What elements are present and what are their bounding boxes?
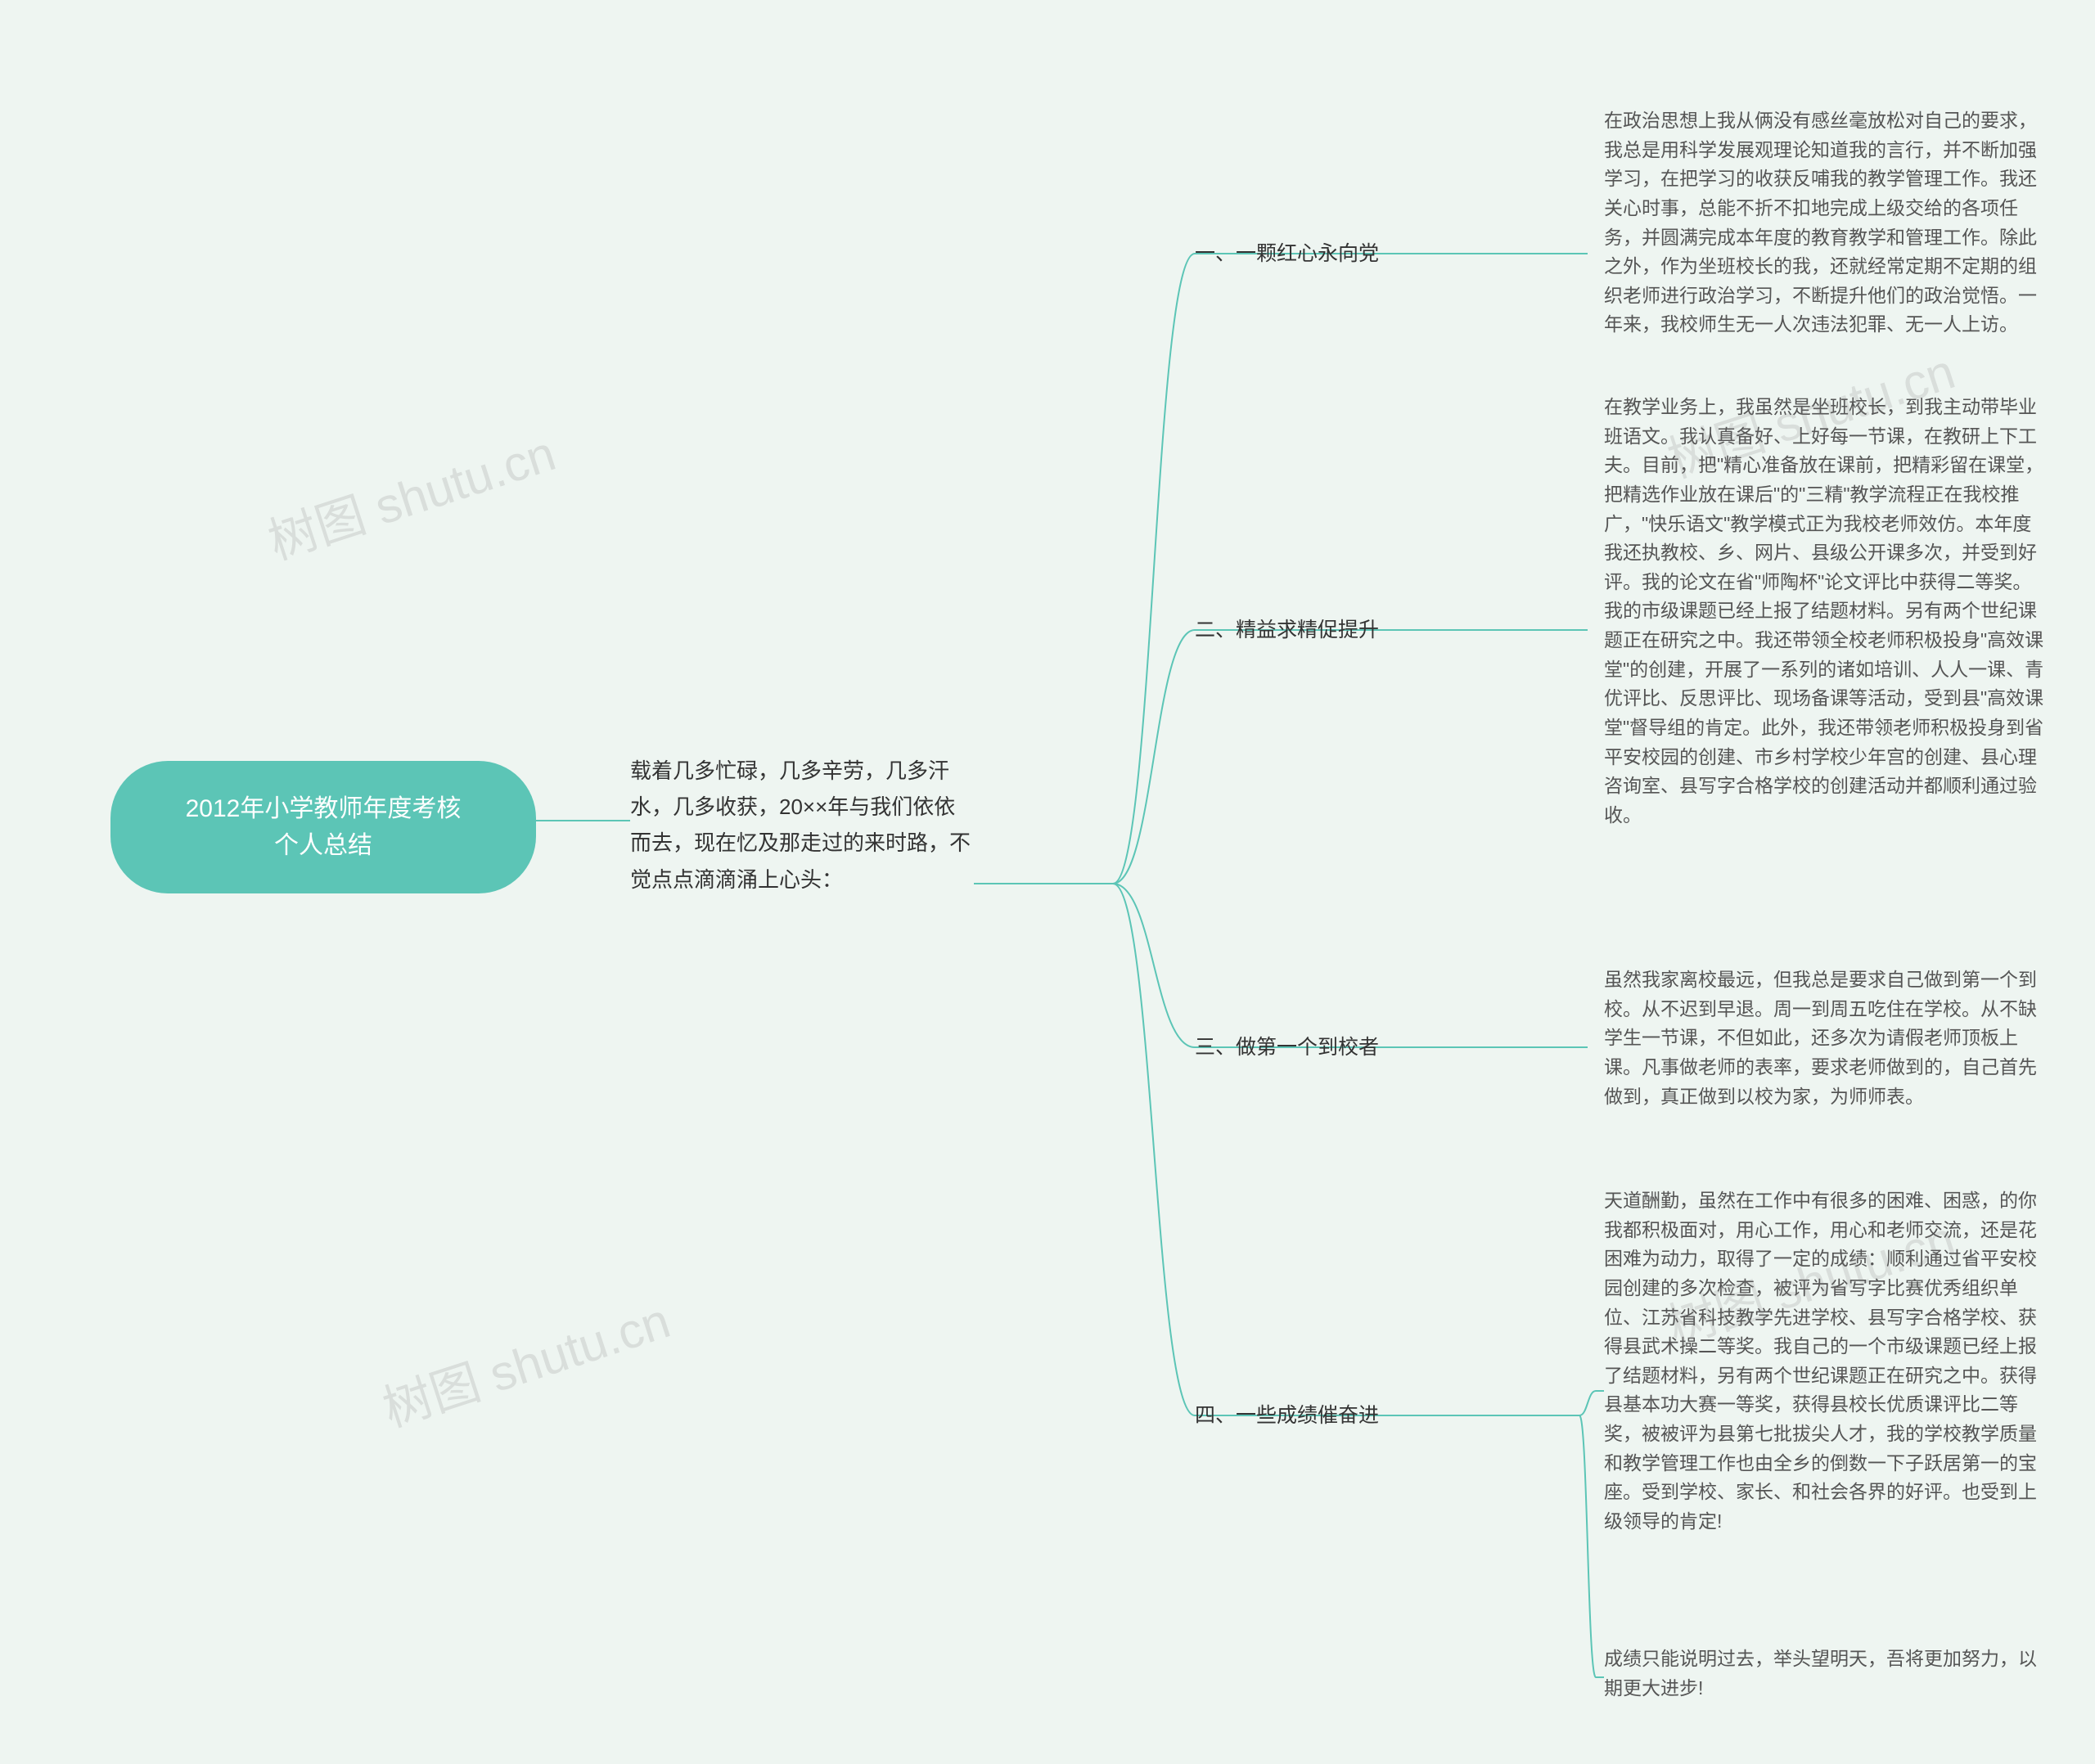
intro-node: 载着几多忙碌，几多辛劳，几多汗水，几多收获，20××年与我们依依而去，现在忆及那… xyxy=(630,753,974,898)
branch-2-title: 二、精益求精促提升 xyxy=(1195,614,1379,647)
branch-4-leaf-0: 天道酬勤，虽然在工作中有很多的困难、困惑，的你我都积极面对，用心工作，用心和老师… xyxy=(1604,1186,2046,1537)
watermark: 树图 shutu.cn xyxy=(258,414,563,574)
branch-3-leaf-0: 虽然我家离校最远，但我总是要求自己做到第一个到校。从不迟到早退。周一到周五吃住在… xyxy=(1604,965,2046,1111)
intro-text: 载着几多忙碌，几多辛劳，几多汗水，几多收获，20××年与我们依依而去，现在忆及那… xyxy=(630,758,971,892)
branch-3-title: 三、做第一个到校者 xyxy=(1195,1031,1379,1064)
root-line2: 个人总结 xyxy=(156,827,490,864)
branch-4-title: 四、一些成绩催奋进 xyxy=(1195,1399,1379,1433)
branch-1-leaf-0: 在政治思想上我从俩没有感丝毫放松对自己的要求，我总是用科学发展观理论知道我的言行… xyxy=(1604,106,2046,340)
branch-4-leaf-1: 成绩只能说明过去，举头望明天，吾将更加努力，以期更大进步! xyxy=(1604,1645,2046,1703)
root-line1: 2012年小学教师年度考核 xyxy=(156,790,490,827)
watermark: 树图 shutu.cn xyxy=(372,1281,678,1441)
branch-2-leaf-0: 在教学业务上，我虽然是坐班校长，到我主动带毕业班语文。我认真备好、上好每一节课，… xyxy=(1604,393,2046,830)
branch-1-title: 一、一颗红心永向党 xyxy=(1195,237,1379,271)
root-node: 2012年小学教师年度考核 个人总结 xyxy=(110,761,536,893)
